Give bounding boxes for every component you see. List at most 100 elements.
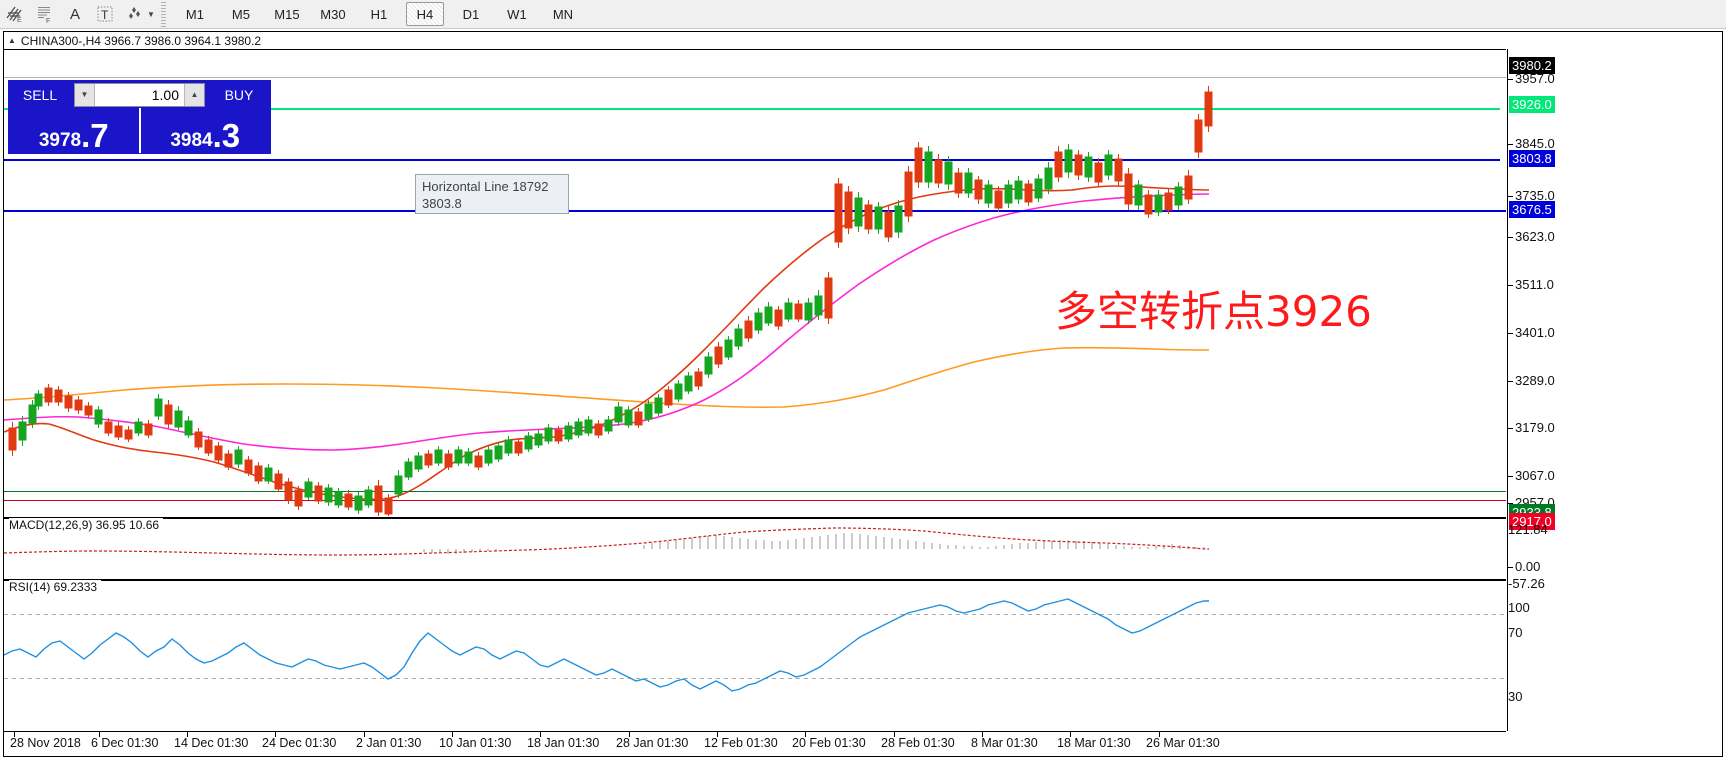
x-label-8: 12 Feb 01:30 (704, 736, 778, 750)
timeframe-w1[interactable]: W1 (507, 6, 527, 22)
rsi-pane[interactable]: RSI(14) 69.2333 (4, 579, 1506, 731)
objects-tool-icon[interactable] (120, 1, 150, 28)
buy-price[interactable]: 3984 .3 (141, 108, 271, 153)
x-label-5: 10 Jan 01:30 (439, 736, 512, 750)
symbol-info-text: CHINA300-,H4 3966.7 3986.0 3964.1 3980.2 (20, 33, 262, 48)
x-tick (99, 732, 100, 737)
timeframe-m30[interactable]: M30 (320, 6, 346, 22)
volume-control[interactable]: ▼ 1.00 ▲ (71, 81, 208, 108)
green-level-line-3926[interactable] (4, 107, 1507, 114)
x-label-2: 14 Dec 01:30 (174, 736, 249, 750)
time-scale[interactable]: 28 Nov 2018 6 Dec 01:30 14 Dec 01:30 24 … (4, 731, 1506, 756)
buy-price-integer: 3984 (170, 130, 213, 151)
buy-price-fraction: .3 (212, 116, 241, 154)
macd-chart-svg (4, 527, 1210, 556)
buy-button[interactable]: BUY (224, 86, 254, 103)
svg-text:T: T (101, 8, 109, 22)
x-tick (540, 732, 541, 737)
objects-tool-chevron-down-icon[interactable]: ▼ (147, 9, 155, 19)
rsi-overbought-line (4, 614, 1506, 615)
chart-bars-icon[interactable]: E (0, 1, 30, 28)
x-tick (452, 732, 453, 737)
sell-button[interactable]: SELL (22, 86, 58, 103)
blue-level-tag-lower[interactable]: 3676.5 (1509, 201, 1555, 218)
price-scale[interactable]: 3980.2 3957.0 3926.0 3845.0 3803.8 3735.… (1507, 49, 1719, 731)
x-label-12: 18 Mar 01:30 (1057, 736, 1131, 750)
x-label-13: 26 Mar 01:30 (1146, 736, 1220, 750)
ma-orange-line (4, 346, 1210, 409)
price-tick-3735: 3735.0 (1508, 188, 1555, 203)
price-tick-3623: 3623.0 (1508, 229, 1555, 244)
x-tick (1070, 732, 1071, 737)
collapse-triangle-icon[interactable]: ▲ (8, 36, 16, 45)
price-tick-3179: 3179.0 (1508, 420, 1555, 435)
green-line-anchor[interactable] (1500, 107, 1507, 114)
ask-line (4, 500, 1506, 501)
sell-price-integer: 3978 (38, 130, 82, 151)
blue-level-line-3676[interactable] (4, 210, 1506, 212)
last-price-line (4, 77, 1506, 78)
ask-tag: 2917.0 (1509, 513, 1555, 530)
x-label-4: 2 Jan 01:30 (356, 736, 422, 750)
x-tick (717, 732, 718, 737)
x-tick (1159, 732, 1160, 737)
volume-stepper[interactable]: ▼ 1.00 ▲ (74, 82, 205, 107)
macd-pane[interactable]: MACD(12,26,9) 36.95 10.66 (4, 517, 1506, 577)
rsi-line (4, 598, 1209, 692)
sell-price[interactable]: 3978 .7 (9, 108, 141, 153)
macd-signal-line (4, 527, 1210, 556)
bid-line (4, 491, 1506, 492)
chart-area[interactable]: ▲ CHINA300-,H4 3966.7 3986.0 3964.1 3980… (0, 29, 1726, 759)
rsi-oversold-line (4, 678, 1506, 679)
horizontal-line-tooltip-title: Horizontal Line 18792 (422, 179, 549, 194)
green-level-tag[interactable]: 3926.0 (1509, 96, 1555, 113)
x-label-1: 6 Dec 01:30 (91, 736, 159, 750)
x-tick (187, 732, 188, 737)
volume-value[interactable]: 1.00 (151, 86, 179, 103)
trade-panel-prices: 3978 .7 3984 .3 (9, 108, 270, 153)
timeframe-m5[interactable]: M5 (231, 6, 250, 22)
macd-label: MACD(12,26,9) 36.95 10.66 (9, 518, 164, 532)
x-tick (275, 732, 276, 737)
x-label-11: 8 Mar 01:30 (971, 736, 1038, 750)
x-label-0: 28 Nov 2018 (10, 736, 81, 750)
x-label-6: 18 Jan 01:30 (527, 736, 600, 750)
rsi-tick-30: 30 (1508, 689, 1523, 704)
horizontal-line-tooltip: Horizontal Line 18792 3803.8 (415, 174, 569, 214)
macd-tick-121: 121.84 (1508, 522, 1548, 537)
svg-text:E: E (17, 17, 22, 24)
grid-indicator-icon[interactable]: F (30, 1, 60, 28)
horizontal-line-tooltip-value: 3803.8 (422, 196, 462, 211)
price-tick-3401: 3401.0 (1508, 325, 1555, 340)
one-click-trading-panel[interactable]: SELL ▼ 1.00 ▲ BUY 3978 .7 3984 .3 (9, 81, 270, 153)
timeframe-mn[interactable]: MN (552, 6, 574, 22)
trade-panel-top-row: SELL ▼ 1.00 ▲ BUY (9, 81, 270, 108)
timeframe-h1[interactable]: H1 (370, 6, 388, 22)
x-label-3: 24 Dec 01:30 (262, 736, 337, 750)
rsi-tick-100: 100 (1508, 600, 1530, 615)
sell-price-fraction: .7 (81, 116, 109, 154)
price-tick-3845: 3845.0 (1508, 136, 1555, 151)
x-label-10: 28 Feb 01:30 (881, 736, 955, 750)
macd-tick-neg57: -57.26 (1508, 576, 1545, 591)
volume-up-icon[interactable]: ▲ (184, 83, 204, 106)
price-pane[interactable] (4, 49, 1507, 516)
rsi-chart-svg (4, 598, 1209, 692)
volume-down-icon[interactable]: ▼ (75, 83, 95, 106)
chart-annotation-text: 多空转折点3926 (1055, 287, 1372, 336)
text-tool-icon[interactable]: A (69, 5, 80, 23)
last-price-tag: 3980.2 (1509, 57, 1555, 74)
x-tick (982, 732, 983, 737)
timeframe-m15[interactable]: M15 (274, 6, 300, 22)
blue-line-anchor-upper[interactable] (1500, 158, 1507, 165)
x-label-9: 20 Feb 01:30 (792, 736, 866, 750)
timeframe-m1[interactable]: M1 (185, 6, 204, 22)
timeframe-d1[interactable]: D1 (462, 6, 480, 22)
toolbar: E F A T ▼ M1 M5 M15 M30 H1 H4 D1 W1 (0, 0, 1726, 29)
blue-level-tag-upper[interactable]: 3803.8 (1509, 150, 1555, 167)
price-tick-3511: 3511.0 (1508, 277, 1554, 292)
text-label-tool-icon[interactable]: T (90, 1, 120, 28)
rsi-label: RSI(14) 69.2333 (9, 580, 102, 594)
timeframe-h4[interactable]: H4 (405, 2, 444, 26)
blue-level-line-3803[interactable] (4, 158, 1507, 165)
